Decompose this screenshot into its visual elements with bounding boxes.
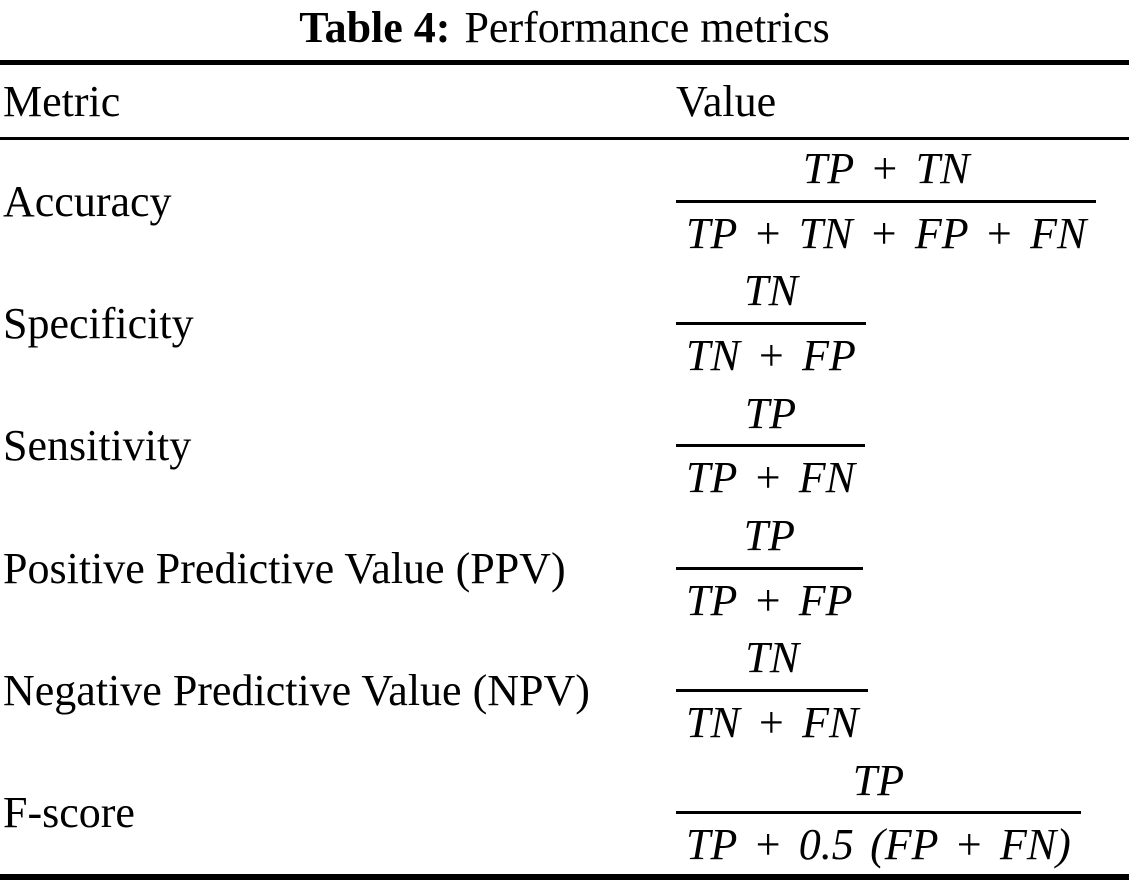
value-cell: TN TN + FN — [673, 634, 1129, 746]
table-row: Sensitivity TP TP + FN — [0, 385, 1129, 507]
table-row: Positive Predictive Value (PPV) TP TP + … — [0, 507, 1129, 629]
formula-fraction: TN TN + FN — [676, 633, 869, 747]
table-caption: Table 4: Performance metrics — [0, 0, 1129, 60]
metric-cell: Positive Predictive Value (PPV) — [3, 543, 566, 593]
formula-fraction: TP + TN TP + TN + FP + FN — [676, 144, 1097, 258]
table-header-rule — [0, 137, 1129, 140]
table-body: Accuracy TP + TN TP + TN + FP + FN Speci… — [0, 140, 1129, 874]
value-cell: TP TP + 0.5 (FP + FN) — [673, 757, 1129, 869]
metric-cell: Sensitivity — [3, 421, 192, 471]
formula-numerator: TN — [745, 633, 800, 683]
formula-denominator: TN + FP — [676, 321, 866, 380]
value-cell: TP + TN TP + TN + FP + FN — [673, 145, 1129, 257]
formula-denominator: TP + TN + FP + FN — [676, 199, 1097, 258]
formula-fraction: TP TP + 0.5 (FP + FN) — [676, 757, 1081, 869]
formula-denominator: TP + FP — [676, 566, 863, 625]
formula-numerator: TN — [744, 266, 798, 316]
formula-numerator: TP — [744, 388, 797, 438]
table-top-rule — [0, 60, 1129, 65]
metric-cell: F-score — [3, 788, 135, 838]
metric-cell: Specificity — [3, 298, 194, 348]
formula-numerator: TP + TN — [802, 144, 970, 194]
formula-denominator: TP + 0.5 (FP + FN) — [676, 811, 1081, 869]
value-cell: TP TP + FP — [673, 512, 1129, 624]
formula-denominator: TN + FN — [676, 688, 869, 747]
table-row: Specificity TN TN + FP — [0, 262, 1129, 384]
metric-cell: Negative Predictive Value (NPV) — [3, 665, 590, 715]
value-cell: TN TN + FP — [673, 267, 1129, 379]
value-cell: TP TP + FN — [673, 390, 1129, 502]
column-header-metric: Metric — [3, 76, 121, 126]
column-header-value: Value — [676, 76, 777, 126]
table-bottom-rule — [0, 874, 1129, 880]
metric-cell: Accuracy — [3, 176, 172, 226]
formula-numerator: TP — [743, 511, 795, 561]
formula-fraction: TP TP + FP — [676, 512, 863, 624]
formula-denominator: TP + FN — [676, 444, 866, 502]
table-row: Negative Predictive Value (NPV) TN TN + … — [0, 629, 1129, 751]
table-header-row: Metric Value — [0, 65, 1129, 137]
table-caption-text: Performance metrics — [464, 3, 830, 52]
formula-fraction: TP TP + FN — [676, 388, 866, 502]
formula-fraction: TN TN + FP — [676, 267, 866, 379]
table-row: Accuracy TP + TN TP + TN + FP + FN — [0, 140, 1129, 262]
formula-numerator: TP — [852, 755, 905, 805]
table-row: F-score TP TP + 0.5 (FP + FN) — [0, 752, 1129, 874]
table-caption-label: Table 4: — [299, 3, 451, 52]
